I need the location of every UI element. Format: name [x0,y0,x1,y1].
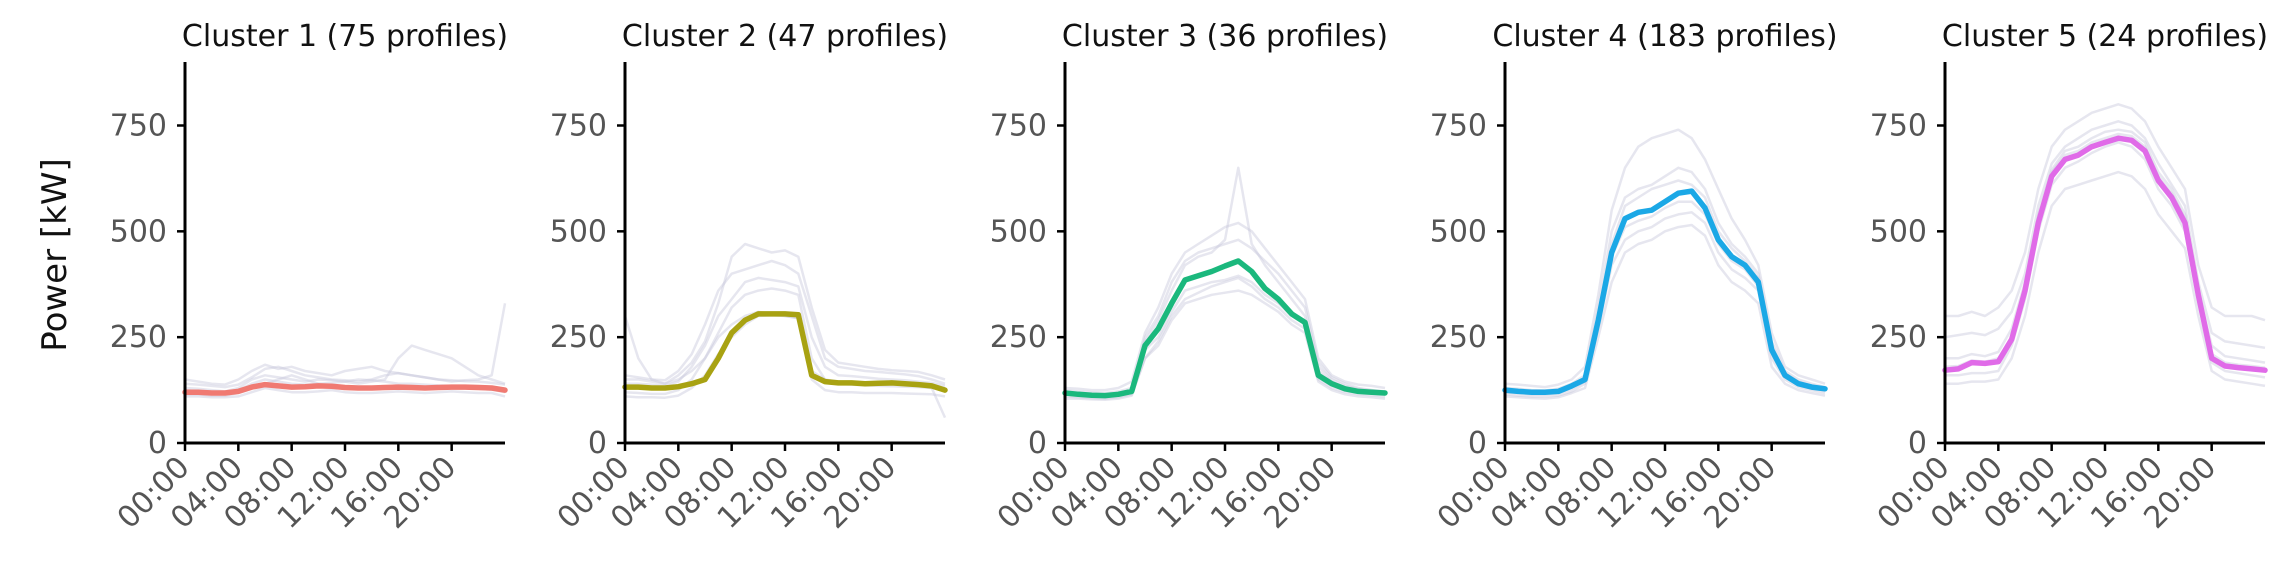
profile-line [184,344,506,393]
y-tick-label: 0 [588,426,607,461]
y-tick-label: 500 [1870,214,1927,249]
profile-line [625,242,946,385]
profile-line [1504,223,1826,400]
y-tick-label: 250 [990,320,1047,355]
cluster-mean-line [1942,135,2268,373]
y-tick-label: 500 [1430,214,1487,249]
y-tick-label: 250 [1870,320,1927,355]
chart-panels: Cluster 1 (75 profiles)025050075000:0004… [110,19,2268,536]
profile-line [623,310,947,419]
y-tick-label: 500 [550,214,607,249]
profile-line [1064,276,1386,400]
y-tick-label: 0 [1908,426,1927,461]
profile-line [625,276,946,388]
cluster-mean-line [182,381,508,396]
profile-line [1064,221,1386,392]
y-tick-label: 750 [1870,109,1927,144]
y-tick-label: 0 [1028,426,1047,461]
profile-line [184,303,507,386]
y-tick-label: 750 [990,109,1047,144]
y-tick-label: 0 [148,426,167,461]
profile-line [1945,141,2266,379]
profile-line [1064,166,1386,395]
profile-line [624,259,946,385]
panel-4: Cluster 4 (183 profiles)025050075000:000… [1430,19,1838,536]
y-tick-label: 500 [110,214,167,249]
y-axis-label: Power [kW] [35,158,75,351]
panel-1: Cluster 1 (75 profiles)025050075000:0004… [110,19,508,536]
y-tick-label: 250 [550,320,607,355]
panel-2: Cluster 2 (47 profiles)025050075000:0004… [550,19,948,536]
panel-5: Cluster 5 (24 profiles)025050075000:0004… [1870,19,2268,536]
y-tick-label: 750 [550,109,607,144]
y-tick-label: 500 [990,214,1047,249]
y-tick-label: 250 [110,320,167,355]
profile-line [1945,170,2266,388]
cluster-mean-line [1062,258,1388,399]
panel-title: Cluster 5 (24 profiles) [1942,19,2268,54]
y-tick-label: 750 [1430,109,1487,144]
profile-line [1945,103,2266,322]
profile-line [1945,128,2266,364]
profile-line [1065,289,1386,402]
y-tick-label: 250 [1430,320,1487,355]
panel-title: Cluster 2 (47 profiles) [622,19,948,54]
profile-line [624,287,946,396]
panel-title: Cluster 1 (75 profiles) [182,19,508,54]
profile-line [185,386,506,399]
panel-3: Cluster 3 (36 profiles)025050075000:0004… [990,19,1388,536]
y-tick-label: 0 [1468,426,1487,461]
y-tick-label: 750 [110,109,167,144]
profile-line [184,365,506,389]
profile-line [1504,128,1826,389]
cluster-mean-line [1502,188,1828,395]
profile-line [1064,238,1386,396]
profile-line [1944,120,2266,350]
cluster-mean-line [622,311,948,393]
profile-line [1504,211,1826,398]
panel-title: Cluster 3 (36 profiles) [1062,19,1388,54]
panel-title: Cluster 4 (183 profiles) [1492,19,1837,54]
